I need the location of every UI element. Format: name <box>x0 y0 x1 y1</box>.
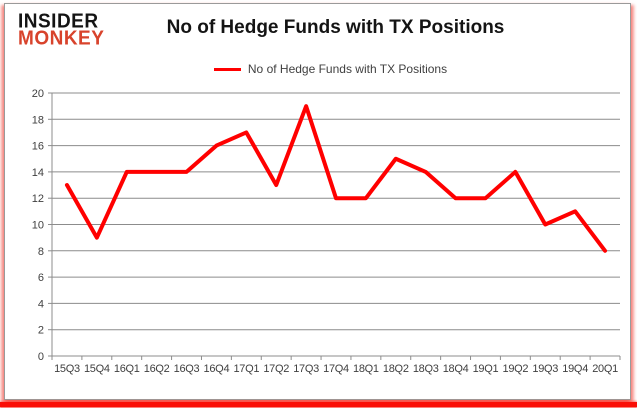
y-axis-label: 12 <box>32 193 44 205</box>
y-axis-label: 8 <box>38 246 44 258</box>
x-axis-label: 19Q2 <box>503 363 529 375</box>
y-axis-label: 6 <box>38 272 44 284</box>
x-axis-label: 20Q1 <box>592 363 618 375</box>
x-axis-label: 19Q4 <box>562 363 588 375</box>
x-axis-label: 18Q2 <box>383 363 409 375</box>
y-axis-label: 10 <box>32 220 44 232</box>
x-axis-label: 17Q2 <box>263 363 289 375</box>
insider-monkey-logo: INSIDER MONKEY <box>18 10 105 50</box>
x-axis-label: 16Q1 <box>114 363 140 375</box>
x-axis-label: 16Q3 <box>174 363 200 375</box>
x-axis-label: 18Q1 <box>353 363 379 375</box>
y-axis-label: 20 <box>32 88 44 100</box>
y-axis-label: 0 <box>38 351 44 363</box>
x-axis-label: 17Q4 <box>323 363 349 375</box>
y-axis-label: 14 <box>32 167 44 179</box>
x-axis-label: 17Q3 <box>293 363 319 375</box>
y-axis-label: 4 <box>38 298 44 310</box>
line-chart: 0 2 4 6 8 10 12 14 16 18 20 15Q3 15Q4 16Q1 16Q2 16Q3 16Q… <box>32 88 621 375</box>
logo-insider-text: INSIDER <box>18 10 99 33</box>
chart-frame: INSIDER MONKEY No of Hedge Funds with TX… <box>4 3 631 400</box>
legend-line-sample <box>213 67 241 71</box>
x-axis-label: 19Q3 <box>532 363 558 375</box>
x-axis-label: 16Q2 <box>144 363 170 375</box>
legend: No of Hedge Funds with TX Positions <box>5 62 630 76</box>
x-axis-label: 19Q1 <box>473 363 499 375</box>
x-axis-label: 17Q1 <box>233 363 259 375</box>
x-axis-label: 16Q4 <box>204 363 230 375</box>
logo-monkey-text: MONKEY <box>18 27 105 50</box>
y-axis-label: 18 <box>32 114 44 126</box>
y-axis-label: 2 <box>38 325 44 337</box>
legend-label: No of Hedge Funds with TX Positions <box>247 62 448 76</box>
x-axis-label: 15Q4 <box>84 363 110 375</box>
data-line <box>64 104 608 253</box>
chart-title: No of Hedge Funds with TX Positions <box>166 17 505 38</box>
x-axis-label: 15Q3 <box>54 363 80 375</box>
red-bottom-border <box>0 402 637 407</box>
x-axis-label: 18Q3 <box>413 363 439 375</box>
y-axis-label: 16 <box>32 141 44 153</box>
plot-area: 0 2 4 6 8 10 12 14 16 18 20 15Q3 15Q4 16Q1 16Q2 16Q3 16Q… <box>5 84 637 384</box>
x-axis-label: 18Q4 <box>443 363 469 375</box>
